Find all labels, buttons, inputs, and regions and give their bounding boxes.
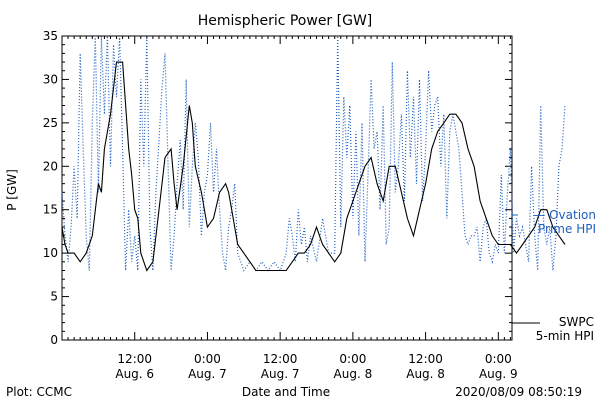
x-axis-label: Date and Time xyxy=(242,385,330,399)
x-tick-label-date: Aug. 6 xyxy=(115,367,154,381)
chart-title: Hemispheric Power [GW] xyxy=(198,13,373,29)
x-tick-label-time: 0:00 xyxy=(339,352,366,366)
legend-ovation-line1: — Ovation xyxy=(533,208,596,222)
swpc-series-line xyxy=(61,61,566,272)
x-tick-label-time: 0:00 xyxy=(194,352,221,366)
x-tick-label-date: Aug. 7 xyxy=(188,367,227,381)
plot-series xyxy=(61,35,566,272)
y-tick-label: 15 xyxy=(43,203,58,217)
legend-swpc-line1: SWPC xyxy=(559,315,594,329)
x-tick-label-time: 0:00 xyxy=(485,352,512,366)
plot-area xyxy=(61,35,513,341)
y-tick-label: 20 xyxy=(43,159,58,173)
legend: — Ovation Prime HPI SWPC 5-min HPI xyxy=(512,208,596,343)
y-tick-label: 35 xyxy=(43,29,58,43)
x-tick-label-date: Aug. 7 xyxy=(261,367,300,381)
x-tick-label-date: Aug. 9 xyxy=(479,367,518,381)
y-tick-label: 0 xyxy=(50,333,58,347)
x-tick-label-date: Aug. 8 xyxy=(406,367,445,381)
legend-swpc-line2: 5-min HPI xyxy=(536,329,594,343)
x-tick-label-time: 12:00 xyxy=(263,352,298,366)
y-axis-label: P [GW] xyxy=(5,169,19,211)
y-axis: 0 5 10 15 20 25 30 35 xyxy=(43,29,512,347)
x-tick-label-date: Aug. 8 xyxy=(334,367,373,381)
x-tick-label-time: 12:00 xyxy=(117,352,152,366)
footer-plot-credit: Plot: CCMC xyxy=(6,385,72,399)
x-tick-label-time: 12:00 xyxy=(408,352,443,366)
y-tick-label: 5 xyxy=(50,290,58,304)
y-tick-label: 10 xyxy=(43,246,58,260)
y-tick-label: 25 xyxy=(43,116,58,130)
legend-ovation-line2: Prime HPI xyxy=(538,222,596,236)
y-tick-label: 30 xyxy=(43,72,58,86)
footer-timestamp: 2020/08/09 08:50:19 xyxy=(455,385,582,399)
